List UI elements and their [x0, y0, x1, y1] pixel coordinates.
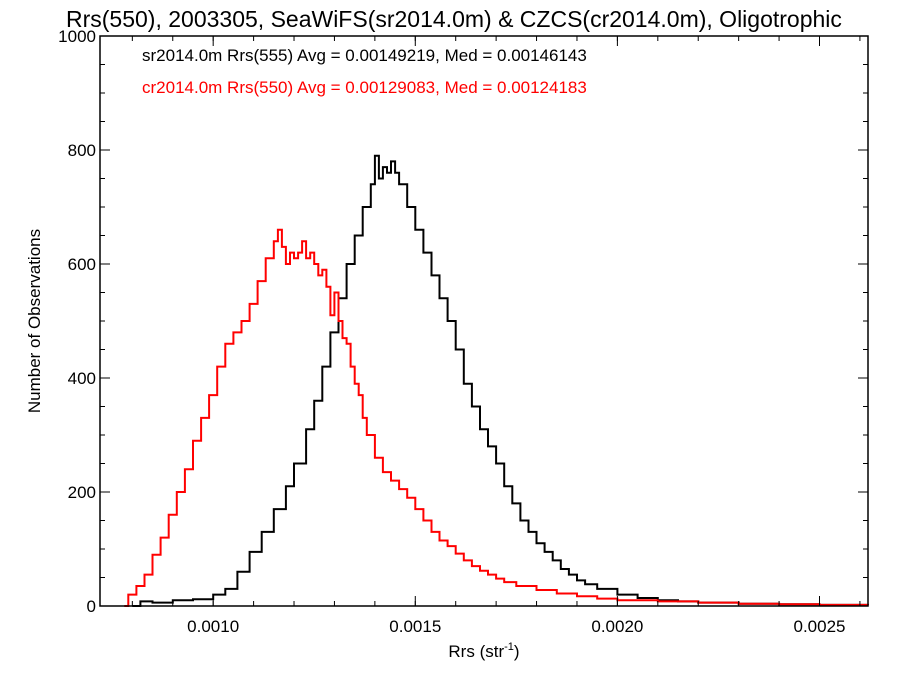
- y-tick-label: 400: [68, 369, 96, 388]
- x-axis-label-main: Rrs (str: [448, 642, 504, 661]
- plot-area: 0.0010 0.0015 0.0020 0.0025 0 200 400 600 800 100…: [58, 27, 869, 636]
- series-line-0: [132, 154, 868, 607]
- y-tick-label: 1000: [58, 27, 96, 46]
- x-tick-label: 0.0020: [591, 617, 643, 636]
- ticks-layer: 0.0010 0.0015 0.0020 0.0025 0 200 400 600 800 100…: [58, 27, 868, 636]
- x-tick-label: 0.0015: [389, 617, 441, 636]
- y-tick-label: 600: [68, 255, 96, 274]
- chart-title: Rrs(550), 2003305, SeaWiFS(sr2014.0m) & …: [66, 6, 842, 32]
- x-tick-label: 0.0010: [187, 617, 239, 636]
- series-layer: [124, 154, 869, 607]
- plot-frame: [99, 35, 869, 607]
- legend-entry-cr2014: cr2014.0m Rrs(550) Avg = 0.00129083, Med…: [142, 78, 587, 97]
- y-tick-label: 800: [68, 141, 96, 160]
- legend-entry-sr2014: sr2014.0m Rrs(555) Avg = 0.00149219, Med…: [142, 46, 587, 65]
- x-axis-label: Rrs (str-1): [448, 641, 519, 661]
- x-tick-label: 0.0025: [793, 617, 845, 636]
- series-line-1: [124, 228, 869, 607]
- x-axis-label-superscript: -1: [504, 641, 514, 653]
- y-tick-label: 200: [68, 483, 96, 502]
- y-axis-label: Number of Observations: [25, 229, 44, 413]
- x-axis-label-tail: ): [514, 642, 520, 661]
- y-tick-label: 0: [87, 597, 96, 616]
